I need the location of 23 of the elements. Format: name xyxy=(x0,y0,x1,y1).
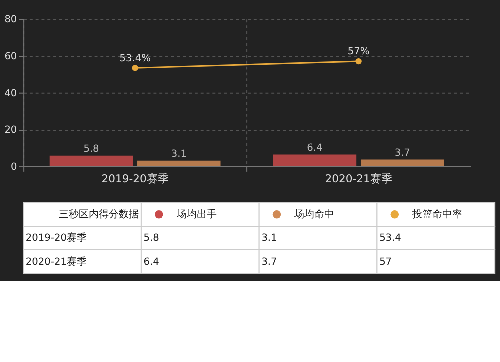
text: 53.4 xyxy=(380,233,402,244)
text: 5.8 xyxy=(144,233,160,244)
data-label: 57% xyxy=(348,46,370,58)
text: 3.7 xyxy=(262,256,278,268)
text: 3.1 xyxy=(262,233,278,244)
legend-label: 投篮命中率 xyxy=(412,208,463,221)
legend-title: 三秒区内得分数据 xyxy=(58,208,139,221)
data-label: 5.8 xyxy=(84,144,100,155)
y-tick-label: 40 xyxy=(4,88,18,100)
category-label: 2020-21赛季 xyxy=(26,256,87,268)
data-label: 53.4% xyxy=(120,53,151,64)
y-tick-label: 60 xyxy=(4,51,18,62)
data-label: 6.4 xyxy=(307,142,323,154)
category-label: 2019-20赛季 xyxy=(26,233,87,244)
text: 57 xyxy=(380,256,392,268)
y-tick-label: 0 xyxy=(10,162,18,173)
y-tick-label: 20 xyxy=(4,125,18,136)
y-tick-label: 80 xyxy=(4,14,18,26)
legend-label: 场均出手 xyxy=(176,208,217,221)
text: 6.4 xyxy=(144,256,160,268)
data-label: 3.7 xyxy=(394,148,410,159)
legend-label: 场均命中 xyxy=(294,208,335,221)
data-label: 3.1 xyxy=(171,148,187,160)
